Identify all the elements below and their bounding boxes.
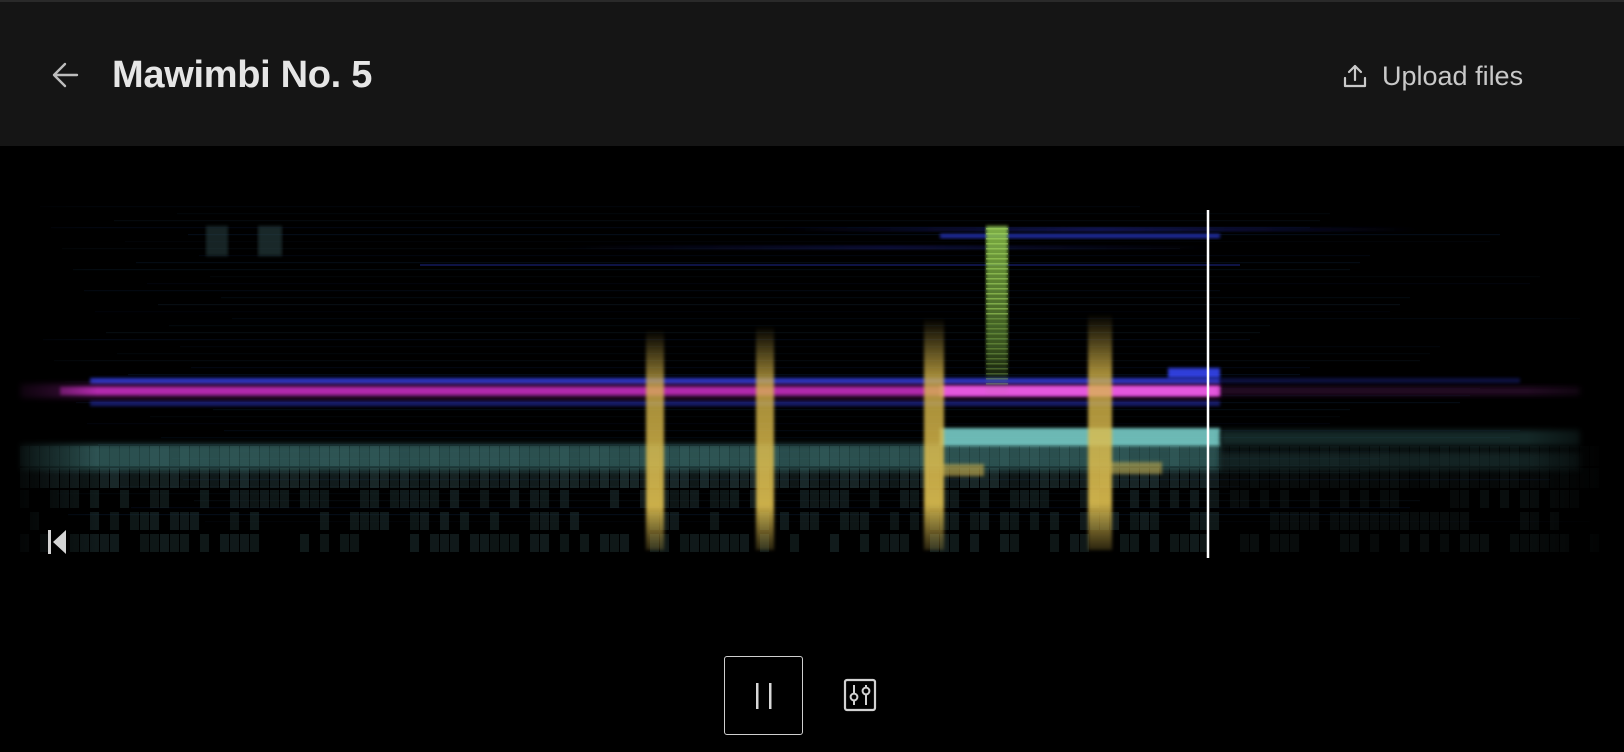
mixer-button[interactable] (841, 676, 879, 714)
skip-to-start-icon (48, 530, 66, 554)
edge-fade (0, 146, 1624, 616)
top-bar: Mawimbi No. 5 Upload files (0, 0, 1624, 146)
skip-to-start-button[interactable] (42, 524, 72, 560)
spectrogram (0, 146, 1624, 616)
pause-icon (755, 682, 771, 709)
page-title: Mawimbi No. 5 (112, 54, 373, 96)
upload-files-label: Upload files (1382, 60, 1524, 91)
sliders-icon (843, 678, 877, 712)
arrow-left-icon (52, 62, 79, 88)
back-button[interactable] (42, 55, 88, 95)
upload-icon (1343, 64, 1367, 88)
pause-button[interactable] (724, 656, 803, 735)
upload-files-button[interactable]: Upload files (1342, 54, 1523, 98)
audio-visualizer[interactable] (0, 146, 1624, 616)
